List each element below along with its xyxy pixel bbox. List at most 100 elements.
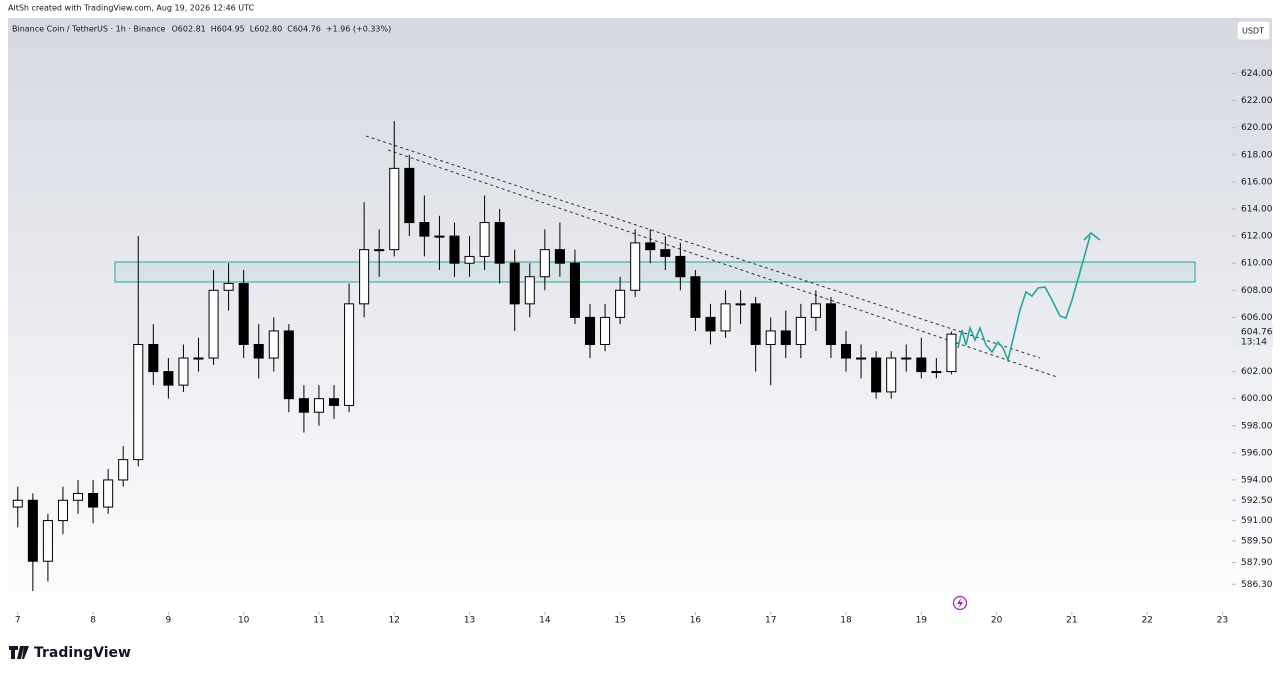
candle-body <box>328 398 340 406</box>
candle-body <box>569 262 580 318</box>
x-tick-label: 19 <box>916 616 928 626</box>
candle-body <box>660 249 671 257</box>
y-tick-label: 600.00 <box>1241 394 1273 404</box>
y-tick-label: 592.50 <box>1241 496 1273 506</box>
y-tick-label: 586.30 <box>1241 580 1273 590</box>
x-tick-label: 21 <box>1066 616 1077 626</box>
currency[interactable]: USDT <box>1242 27 1264 36</box>
candle-body <box>554 249 565 264</box>
candle-body <box>810 303 821 318</box>
last-price-box <box>1233 325 1273 348</box>
candle-body <box>795 316 806 345</box>
candle-body <box>765 330 776 345</box>
candle-body <box>735 303 746 306</box>
x-tick-label: 23 <box>1217 616 1228 626</box>
candle-body <box>705 316 716 332</box>
x-tick-label: 17 <box>765 616 776 626</box>
candle-body <box>133 343 144 461</box>
projection-arrow <box>1083 231 1101 241</box>
x-tick-label: 7 <box>15 616 21 626</box>
symbol: Binance Coin / TetherUS · 1h · Binance <box>12 25 166 34</box>
x-tick-label: 11 <box>313 616 324 626</box>
logo-mark <box>9 646 29 659</box>
candle-body <box>479 222 490 257</box>
resistance-zone <box>114 261 1196 283</box>
y-tick-label: 618.00 <box>1241 150 1273 160</box>
y-tick-label: 610.00 <box>1241 259 1273 269</box>
candle-body <box>178 357 189 386</box>
candle-body <box>268 330 279 359</box>
candle-body <box>750 303 761 345</box>
candle-body <box>193 357 204 360</box>
x-tick-label: 20 <box>991 616 1003 626</box>
last-price: 604.76 <box>1241 328 1273 338</box>
candle-body <box>208 289 219 359</box>
x-tick-label: 22 <box>1141 616 1152 626</box>
candle-body <box>645 242 656 251</box>
y-tick-label: 624.00 <box>1241 69 1273 79</box>
candle-body <box>901 357 912 360</box>
event-icon-bolt <box>957 598 963 608</box>
candle-body <box>615 289 626 318</box>
countdown: 13:14 <box>1241 338 1267 348</box>
event-icon[interactable] <box>952 595 968 611</box>
candle-body <box>57 499 68 522</box>
y-tick-label: 594.00 <box>1241 475 1273 485</box>
trend-line <box>387 149 1058 378</box>
candle-body <box>916 357 927 373</box>
y-tick-label: 602.00 <box>1241 367 1273 377</box>
y-tick-label: 608.00 <box>1241 286 1273 296</box>
candle-body <box>103 479 114 508</box>
candle-body <box>389 167 400 251</box>
x-tick-label: 15 <box>614 616 625 626</box>
candle-body <box>720 303 731 332</box>
x-tick-label: 12 <box>389 616 400 626</box>
y-tick-label: 596.00 <box>1241 448 1273 458</box>
trend-line <box>365 135 1041 359</box>
y-tick-label: 612.00 <box>1241 232 1273 242</box>
candle-body <box>419 222 430 237</box>
candle-body <box>494 222 505 264</box>
candle-body <box>630 242 641 291</box>
y-tick-label: 614.00 <box>1241 205 1273 215</box>
candle-body <box>539 249 550 278</box>
candle-body <box>42 520 53 562</box>
ohlc-legend: O602.81 <box>171 25 205 34</box>
candle-body <box>886 357 897 393</box>
x-tick-label: 18 <box>840 616 852 626</box>
ohlc-legend: L602.80 <box>250 25 282 34</box>
candle-body <box>73 492 84 501</box>
candle-body <box>584 316 596 345</box>
candle-body <box>464 255 475 264</box>
candle-body <box>238 283 249 345</box>
candle-body <box>344 303 355 406</box>
y-tick-label: 591.00 <box>1241 516 1273 526</box>
candle-body <box>825 303 836 345</box>
candle-body <box>675 255 686 278</box>
currency-button[interactable] <box>1236 20 1271 41</box>
y-tick-label: 589.50 <box>1241 536 1273 546</box>
y-tick-label: 606.00 <box>1241 313 1273 323</box>
candle-body <box>148 343 159 373</box>
ohlc-legend: H604.95 <box>211 25 245 34</box>
y-tick-label: 598.00 <box>1241 421 1273 431</box>
candle-body <box>600 316 611 345</box>
y-tick-label: 587.90 <box>1241 558 1273 568</box>
x-tick-label: 14 <box>539 616 551 626</box>
x-tick-label: 13 <box>464 616 475 626</box>
candle-body <box>931 371 942 374</box>
candle-body <box>12 499 23 508</box>
ohlc-legend: +1.96 (+0.33%) <box>326 25 391 34</box>
candle-body <box>163 371 174 386</box>
y-tick-label: 622.00 <box>1241 96 1273 106</box>
candle-body <box>313 398 324 413</box>
candle-body <box>434 235 445 238</box>
x-tick-label: 9 <box>166 616 172 626</box>
x-tick-label: 8 <box>90 616 96 626</box>
candle-body <box>404 167 415 224</box>
x-tick-label: 10 <box>238 616 250 626</box>
candle-body <box>298 398 309 413</box>
credit: AltSh created with TradingView.com, Aug … <box>8 4 255 13</box>
